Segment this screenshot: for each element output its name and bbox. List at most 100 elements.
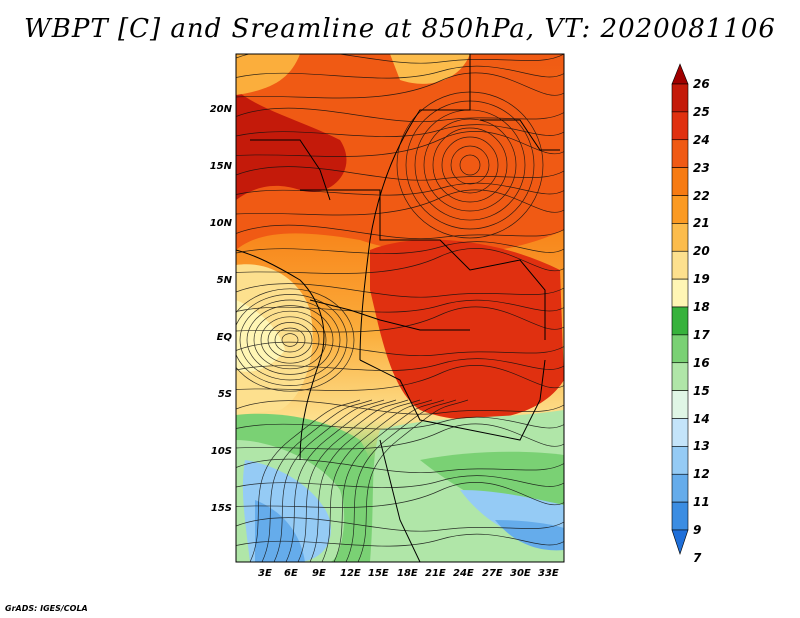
- lon-tick-label: 18E: [397, 568, 418, 579]
- streamline: [405, 100, 535, 230]
- lon-tick-label: 21E: [425, 568, 446, 579]
- streamline: [239, 299, 341, 381]
- streamline: [236, 306, 564, 333]
- streamline: [236, 358, 564, 371]
- streamline: [236, 224, 564, 239]
- streamline: [441, 136, 499, 194]
- map-frame: [235, 53, 565, 563]
- streamline: [253, 310, 327, 370]
- lon-tick-label: 27E: [482, 568, 503, 579]
- streamline: [236, 365, 564, 391]
- streamline: [345, 399, 457, 562]
- colorbar-level-label: 26: [693, 77, 710, 91]
- colorbar-swatch: [671, 529, 689, 555]
- streamline: [267, 322, 313, 358]
- colorbar-level-label: 20: [693, 244, 710, 259]
- colorbar-swatch: [671, 501, 689, 531]
- streamline: [236, 182, 564, 196]
- lon-tick-label: 3E: [258, 568, 272, 579]
- streamline: [236, 341, 564, 356]
- streamline: [236, 283, 564, 298]
- lat-tick-label: 10N: [209, 218, 232, 229]
- streamline: [273, 399, 385, 562]
- temperature-field: [236, 54, 564, 562]
- colorbar-level-label: 13: [693, 439, 710, 454]
- colorbar-swatch: [671, 167, 689, 196]
- lon-tick-label: 30E: [510, 568, 531, 579]
- lon-tick-label: 12E: [340, 568, 361, 579]
- lat-tick-label: 10S: [210, 446, 232, 457]
- streamline: [357, 399, 469, 562]
- lat-tick-label: 15S: [210, 503, 232, 514]
- colorbar-swatch: [671, 418, 689, 447]
- colorbar-swatch: [671, 195, 689, 224]
- colorbar-swatch: [671, 362, 689, 391]
- streamline: [261, 399, 373, 562]
- streamline: [236, 416, 564, 430]
- colorbar-level-label: 9: [693, 523, 702, 537]
- streamline: [236, 288, 355, 392]
- streamline: [236, 131, 564, 157]
- streamline: [321, 399, 433, 562]
- streamline: [297, 399, 409, 562]
- streamline: [246, 305, 334, 375]
- streamline: [236, 241, 564, 254]
- streamline: [260, 316, 320, 364]
- lon-tick-label: 15E: [368, 568, 389, 579]
- streamline: [236, 423, 564, 450]
- streamlines: [236, 54, 564, 562]
- colorbar-level-label: 14: [693, 411, 710, 426]
- streamline: [459, 154, 481, 176]
- colorbar-swatch: [671, 390, 689, 419]
- streamline: [236, 124, 564, 137]
- lon-tick-label: 33E: [538, 568, 559, 579]
- chart-title: WBPT [C] and Sreamline at 850hPa, VT: 20…: [24, 14, 776, 44]
- streamline: [236, 107, 564, 122]
- colorbar: [671, 63, 689, 555]
- streamline: [236, 400, 564, 415]
- streamline: [274, 327, 306, 353]
- colorbar-level-label: 16: [693, 355, 710, 370]
- streamline: [236, 458, 564, 473]
- streamline: [236, 299, 564, 313]
- lat-tick-label: 5N: [216, 275, 232, 286]
- streamline: [236, 189, 564, 216]
- colorbar-level-label: 7: [693, 550, 702, 565]
- colorbar-swatch: [671, 334, 689, 364]
- colorbar-swatch: [671, 306, 689, 336]
- streamline: [423, 118, 517, 212]
- streamline: [450, 145, 490, 185]
- streamline: [285, 399, 397, 562]
- footer-credit: GrADS: IGES/COLA: [5, 604, 88, 613]
- streamline: [249, 399, 361, 562]
- colorbar-swatch: [671, 63, 689, 85]
- colorbar-level-label: 22: [693, 188, 710, 203]
- colorbar-level-label: 21: [693, 216, 710, 231]
- country-borders: [236, 54, 560, 562]
- colorbar-swatch: [671, 111, 689, 141]
- colorbar-level-label: 24: [693, 132, 710, 147]
- colorbar-level-label: 25: [693, 104, 710, 119]
- colorbar-swatch: [671, 446, 689, 475]
- streamline: [333, 399, 445, 562]
- colorbar-level-label: 18: [693, 300, 710, 314]
- colorbar-level-label: 23: [693, 160, 710, 175]
- colorbar-level-label: 17: [693, 327, 710, 342]
- colorbar-swatch: [671, 139, 689, 168]
- streamline: [236, 72, 564, 99]
- streamline: [236, 294, 348, 386]
- colorbar-level-label: 19: [693, 272, 710, 287]
- colorbar-level-label: 15: [693, 383, 710, 398]
- streamline: [236, 54, 564, 64]
- lon-tick-label: 9E: [312, 568, 326, 579]
- lat-tick-label: 20N: [209, 104, 232, 115]
- lat-tick-label: 15N: [209, 161, 232, 172]
- lon-tick-label: 24E: [453, 568, 474, 579]
- colorbar-level-label: 12: [693, 467, 710, 482]
- streamline: [432, 127, 508, 203]
- streamline: [281, 333, 299, 347]
- streamline: [396, 91, 544, 239]
- streamline: [414, 109, 526, 221]
- lat-tick-label: EQ: [216, 332, 232, 343]
